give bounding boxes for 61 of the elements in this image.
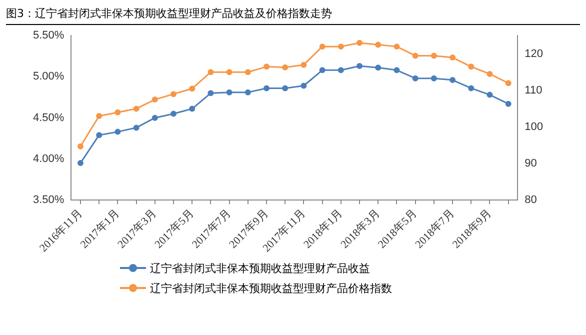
point: [96, 132, 102, 138]
point: [282, 85, 288, 92]
point: [375, 64, 382, 71]
point: [77, 160, 84, 166]
point: [226, 89, 232, 96]
point: [208, 69, 214, 76]
point: [189, 86, 196, 92]
y2-tick-label: 80: [524, 194, 537, 206]
point: [77, 143, 84, 150]
point: [356, 40, 363, 46]
point: [468, 64, 474, 70]
point: [430, 52, 437, 59]
y-tick-label: 4.00%: [32, 152, 64, 165]
point: [486, 70, 493, 77]
point: [133, 106, 140, 112]
y-tick-label: 5.00%: [32, 70, 64, 83]
point: [189, 106, 196, 112]
point: [208, 90, 214, 96]
y-tick-label: 4.50%: [32, 112, 64, 124]
point: [244, 89, 251, 96]
y2-tick-label: 100: [524, 121, 544, 133]
point: [133, 124, 140, 131]
point: [375, 42, 382, 48]
point: [468, 85, 474, 92]
point: [486, 92, 493, 98]
point: [300, 82, 307, 89]
point: [264, 64, 270, 70]
y-tick-label: 3.50%: [32, 194, 64, 206]
point: [282, 64, 288, 70]
point: [226, 69, 232, 76]
point: [96, 113, 102, 120]
legend-label: 辽宁省封闭式非保本预期收益型理财产品收益: [150, 260, 370, 276]
point: [114, 128, 121, 135]
point: [319, 67, 326, 74]
point: [394, 67, 400, 74]
point: [356, 63, 363, 70]
y-tick-label: 5.50%: [32, 30, 64, 42]
point: [319, 44, 326, 50]
point: [244, 69, 251, 76]
point: [114, 109, 121, 116]
point: [505, 100, 512, 107]
point: [170, 91, 177, 98]
point: [450, 77, 456, 84]
legend-label: 辽宁省封闭式非保本预期收益型理财产品价格指数: [150, 280, 392, 296]
point: [264, 85, 270, 92]
point: [170, 110, 177, 117]
point: [152, 114, 158, 121]
point: [338, 44, 344, 50]
y2-tick-label: 110: [524, 84, 542, 96]
point: [338, 67, 344, 74]
point: [430, 75, 437, 82]
point: [450, 54, 456, 61]
point: [394, 44, 400, 50]
point: [505, 80, 512, 86]
y2-tick-label: 120: [524, 48, 544, 60]
point: [412, 75, 418, 82]
chart-title: 图3：辽宁省封闭式非保本预期收益型理财产品收益及价格指数走势: [6, 6, 580, 25]
point: [300, 62, 307, 68]
point: [412, 52, 418, 59]
y2-tick-label: 90: [524, 158, 537, 170]
point: [152, 96, 158, 103]
